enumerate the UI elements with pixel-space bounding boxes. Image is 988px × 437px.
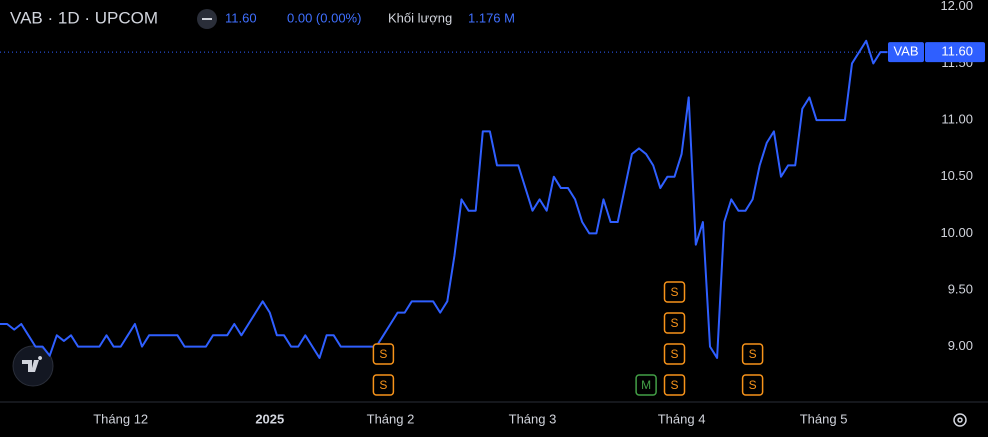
event-label: S	[379, 378, 387, 392]
event-box	[741, 374, 764, 396]
header-volume-label: Khối lượng	[388, 10, 452, 25]
header-change: 0.00 (0.00%)	[287, 10, 361, 25]
y-tick-label: 10.50	[940, 168, 973, 183]
price-tag-symbol-bg	[888, 42, 924, 63]
tradingview-logo[interactable]	[12, 345, 54, 387]
collapse-button[interactable]	[197, 9, 217, 29]
event-label: S	[749, 378, 757, 392]
price-tag-symbol: VAB	[893, 44, 918, 59]
event-box	[663, 281, 686, 303]
event-label: M	[641, 378, 651, 392]
event-label: S	[670, 316, 678, 330]
event-marker[interactable]: S	[741, 374, 764, 396]
x-tick-label: Tháng 3	[509, 411, 557, 426]
x-tick-label: 2025	[255, 411, 284, 426]
event-marker[interactable]: S	[372, 374, 395, 396]
x-tick-label: Tháng 2	[367, 411, 415, 426]
event-marker[interactable]: S	[663, 343, 686, 365]
header-price: 11.60	[225, 10, 257, 25]
event-box	[663, 343, 686, 365]
event-box	[372, 343, 395, 365]
header-volume: 1.176 M	[468, 10, 515, 25]
event-box	[372, 374, 395, 396]
x-tick-label: Tháng 12	[93, 411, 148, 426]
y-tick-label: 12.00	[940, 0, 973, 13]
event-marker[interactable]: S	[663, 281, 686, 303]
event-box	[663, 312, 686, 334]
y-tick-label: 10.00	[940, 225, 973, 240]
event-marker[interactable]: S	[741, 343, 764, 365]
y-tick-label: 11.00	[941, 112, 973, 127]
settings-button[interactable]	[953, 413, 967, 427]
y-tick-label: 9.00	[948, 338, 973, 353]
event-label: S	[379, 347, 387, 361]
event-box	[635, 374, 657, 396]
event-box	[663, 374, 686, 396]
event-label: S	[670, 378, 678, 392]
x-tick-label: Tháng 4	[658, 411, 706, 426]
price-line	[0, 39, 888, 359]
x-tick-label: Tháng 5	[800, 411, 848, 426]
y-tick-label: 9.50	[948, 281, 973, 296]
price-tag-value: 11.60	[941, 44, 973, 59]
event-marker[interactable]: M	[635, 374, 657, 396]
event-marker[interactable]: S	[372, 343, 395, 365]
event-box	[741, 343, 764, 365]
price-tag-value-bg	[925, 42, 985, 63]
event-label: S	[670, 347, 678, 361]
event-label: S	[670, 285, 678, 299]
event-marker[interactable]: S	[663, 312, 686, 334]
event-label: S	[749, 347, 757, 361]
chart-title[interactable]: VAB · 1D · UPCOM	[10, 8, 158, 27]
event-marker[interactable]: S	[663, 374, 686, 396]
